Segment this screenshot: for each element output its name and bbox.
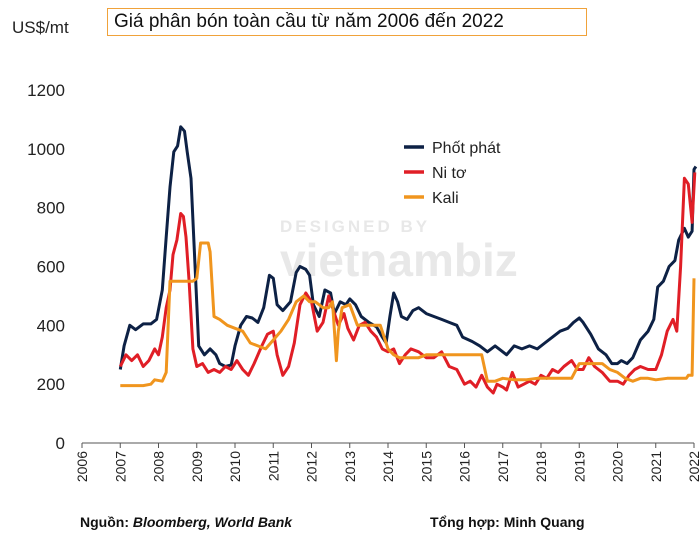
y-tick-label: 0 xyxy=(56,434,65,453)
x-tick-label: 2009 xyxy=(189,451,205,482)
y-tick-label: 1200 xyxy=(27,81,65,100)
y-tick-label: 600 xyxy=(37,258,65,277)
legend-label: Kali xyxy=(432,190,459,207)
x-tick-label: 2021 xyxy=(648,451,664,482)
x-tick-label: 2019 xyxy=(571,451,587,482)
chart-title: Giá phân bón toàn cầu từ năm 2006 đến 20… xyxy=(107,8,587,36)
series-lines xyxy=(118,125,698,395)
x-tick-label: 2007 xyxy=(112,451,128,482)
y-tick-label: 800 xyxy=(37,199,65,218)
source-prefix: Nguồn: xyxy=(80,514,133,530)
x-tick-label: 2017 xyxy=(495,451,511,482)
y-tick-label: 1000 xyxy=(27,140,65,159)
source-note: Nguồn: Bloomberg, World Bank xyxy=(80,514,292,530)
source-value: Bloomberg, World Bank xyxy=(132,514,293,530)
x-tick-label: 2010 xyxy=(227,451,243,482)
series-line xyxy=(120,241,696,388)
x-tick-label: 2018 xyxy=(533,451,549,482)
x-tick-label: 2020 xyxy=(610,451,626,482)
y-tick-label: 200 xyxy=(37,375,65,394)
legend-label: Ni tơ xyxy=(432,165,467,182)
watermark: DESIGNED BY vietnambiz xyxy=(280,217,518,286)
legend: Phốt phát Ni tơ Kali xyxy=(404,140,501,207)
compiled-by-note: Tổng hợp: Minh Quang xyxy=(430,514,585,530)
x-axis: 2006 2007 2008 2009 2010 2011 2012 2013 2014 2015… xyxy=(74,442,700,482)
x-tick-label: 2011 xyxy=(265,451,281,481)
x-tick-label: 2015 xyxy=(418,451,434,482)
y-tick-label: 400 xyxy=(37,316,65,335)
chart-title-text: Giá phân bón toàn cầu từ năm 2006 đến 20… xyxy=(114,11,504,32)
x-tick-label: 2016 xyxy=(457,451,473,482)
unit-label: US$/mt xyxy=(12,18,69,37)
legend-label: Phốt phát xyxy=(432,140,501,157)
x-tick-label: 2014 xyxy=(380,451,396,482)
watermark-line2: vietnambiz xyxy=(280,234,518,286)
series-line xyxy=(118,172,697,395)
x-tick-label: 2008 xyxy=(151,451,167,482)
x-tick-label: 2006 xyxy=(74,451,90,482)
y-axis: 0 200 400 600 800 1000 1200 xyxy=(27,81,65,453)
x-tick-label: 2012 xyxy=(304,451,320,482)
x-tick-label: 2022 xyxy=(686,451,700,482)
watermark-line1: DESIGNED BY xyxy=(280,217,430,236)
x-tick-label: 2013 xyxy=(342,451,358,482)
